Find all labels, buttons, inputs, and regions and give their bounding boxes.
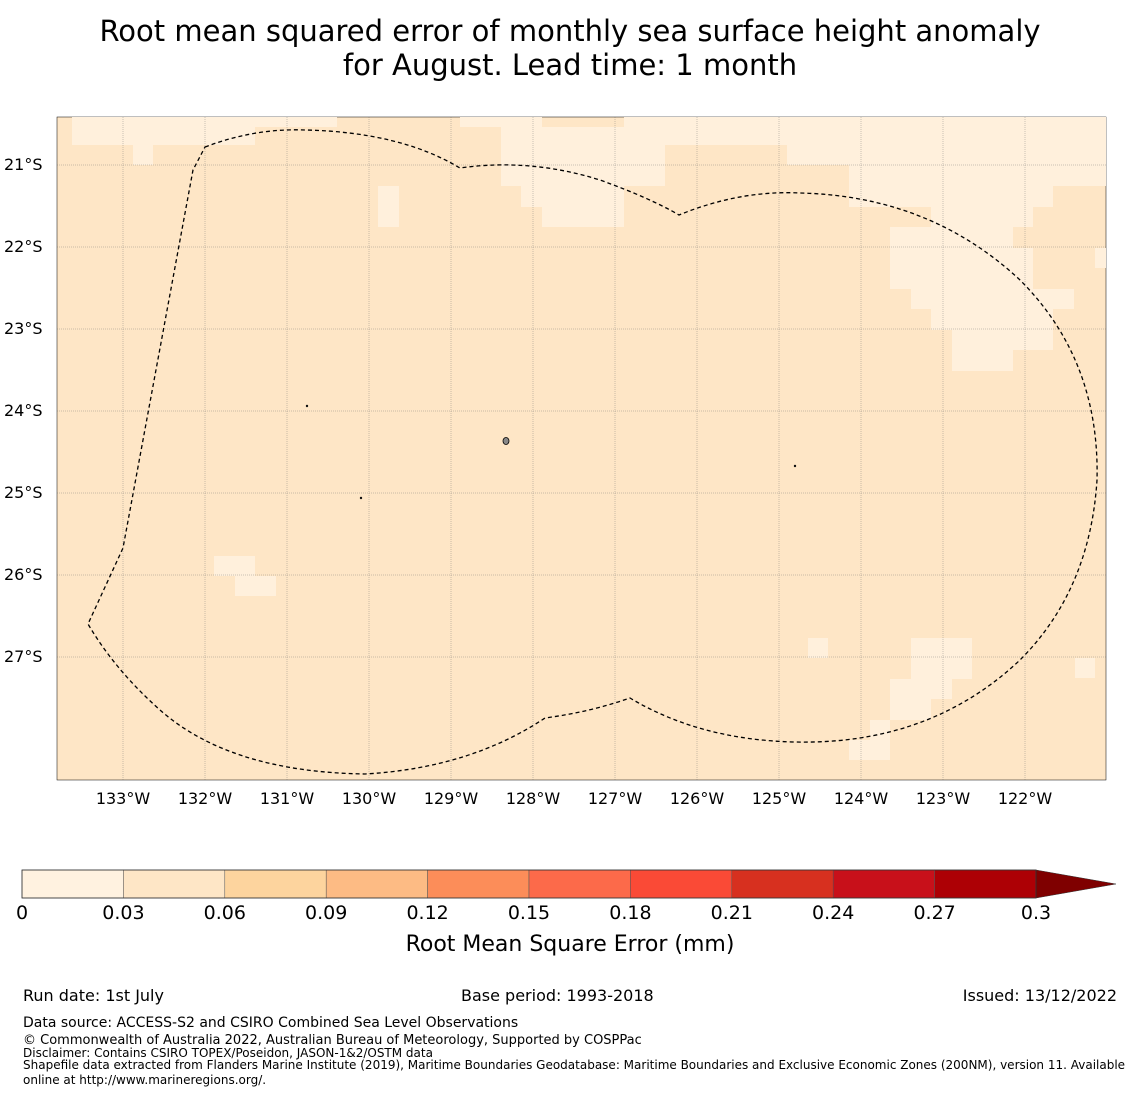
island-small-2 <box>359 496 363 500</box>
title-line-2: for August. Lead time: 1 month <box>342 48 798 82</box>
colorbar-segment <box>224 869 327 899</box>
patch-small-4 <box>1075 658 1095 678</box>
colorbar-segment <box>123 869 226 899</box>
lon-label-127w: 127°W <box>587 789 643 808</box>
patch-top-middle <box>460 117 767 227</box>
data-source: Data source: ACCESS-S2 and CSIRO Combine… <box>23 1015 519 1031</box>
colorbar-tick-label: 0.06 <box>203 902 246 924</box>
colorbar-segment <box>630 869 733 899</box>
colorbar-tick-label: 0.3 <box>1020 902 1052 924</box>
colorbar-segment <box>528 869 631 899</box>
colorbar-tick-label: 0 <box>15 902 29 924</box>
colorbar-segment <box>427 869 530 899</box>
patch-small-3 <box>808 638 828 658</box>
colorbar-tick-label: 0.21 <box>710 902 753 924</box>
patch-small-1 <box>378 186 399 227</box>
colorbar-tick-label: 0.03 <box>102 902 145 924</box>
shapefile-credit-line-1: Shapefile data extracted from Flanders M… <box>23 1058 1126 1072</box>
shapefile-credit-line-2: online at http://www.marineregions.org/. <box>23 1073 267 1087</box>
eez-boundary <box>87 129 1098 775</box>
lon-label-124w: 124°W <box>833 789 889 808</box>
lon-label-132w: 132°W <box>177 789 233 808</box>
patch-bottom-left <box>214 556 276 596</box>
island-main <box>502 437 510 445</box>
islands <box>305 404 797 500</box>
title-line-1: Root mean squared error of monthly sea s… <box>99 14 1041 48</box>
lat-label-26s: 26°S <box>4 565 43 584</box>
patch-bottom-right <box>849 638 972 760</box>
lon-label-133w: 133°W <box>95 789 151 808</box>
colorbar-segment <box>731 869 834 899</box>
issued-date: Issued: 13/12/2022 <box>962 986 1117 1005</box>
lat-label-24s: 24°S <box>4 401 43 420</box>
lon-label-131w: 131°W <box>259 789 315 808</box>
chart-title: Root mean squared error of monthly sea s… <box>0 14 1140 82</box>
colorbar-extend-arrow <box>1035 869 1117 899</box>
colorbar-outline <box>21 869 1037 899</box>
lon-label-130w: 130°W <box>341 789 397 808</box>
colorbar-tick-label: 0.27 <box>913 902 956 924</box>
lat-label-21s: 21°S <box>4 155 43 174</box>
island-small-1 <box>305 404 309 408</box>
lat-label-27s: 27°S <box>4 647 43 666</box>
colorbar-segment <box>21 869 124 899</box>
lat-label-22s: 22°S <box>4 237 43 256</box>
colorbar-segments <box>21 869 1037 899</box>
low-error-patches <box>72 117 1106 760</box>
colorbar-segment <box>832 869 935 899</box>
patch-small-2 <box>1095 248 1106 268</box>
copyright: © Commonwealth of Australia 2022, Austra… <box>23 1033 642 1048</box>
disclaimer: Disclaimer: Contains CSIRO TOPEX/Poseido… <box>23 1046 433 1060</box>
colorbar-tick-label: 0.12 <box>406 902 449 924</box>
colorbar <box>21 869 1117 899</box>
lat-label-23s: 23°S <box>4 319 43 338</box>
lon-label-122w: 122°W <box>997 789 1053 808</box>
colorbar-tick-label: 0.24 <box>812 902 855 924</box>
lon-label-128w: 128°W <box>505 789 561 808</box>
colorbar-tick-label: 0.15 <box>507 902 551 924</box>
colorbar-segment <box>934 869 1037 899</box>
lon-label-123w: 123°W <box>915 789 971 808</box>
lon-label-129w: 129°W <box>423 789 479 808</box>
map-panel <box>56 116 1107 781</box>
colorbar-tick-label: 0.18 <box>609 902 652 924</box>
colorbar-tick-label: 0.09 <box>305 902 348 924</box>
lat-label-25s: 25°S <box>4 483 43 502</box>
lon-label-126w: 126°W <box>669 789 725 808</box>
base-period: Base period: 1993-2018 <box>461 986 654 1005</box>
run-date: Run date: 1st July <box>23 986 164 1005</box>
patch-top-right <box>726 117 1106 371</box>
lon-label-125w: 125°W <box>751 789 807 808</box>
colorbar-segment <box>325 869 428 899</box>
colorbar-label: Root Mean Square Error (mm) <box>405 932 735 957</box>
island-small-3 <box>793 464 797 468</box>
patch-top-left <box>72 117 337 165</box>
graticule <box>57 117 1106 780</box>
